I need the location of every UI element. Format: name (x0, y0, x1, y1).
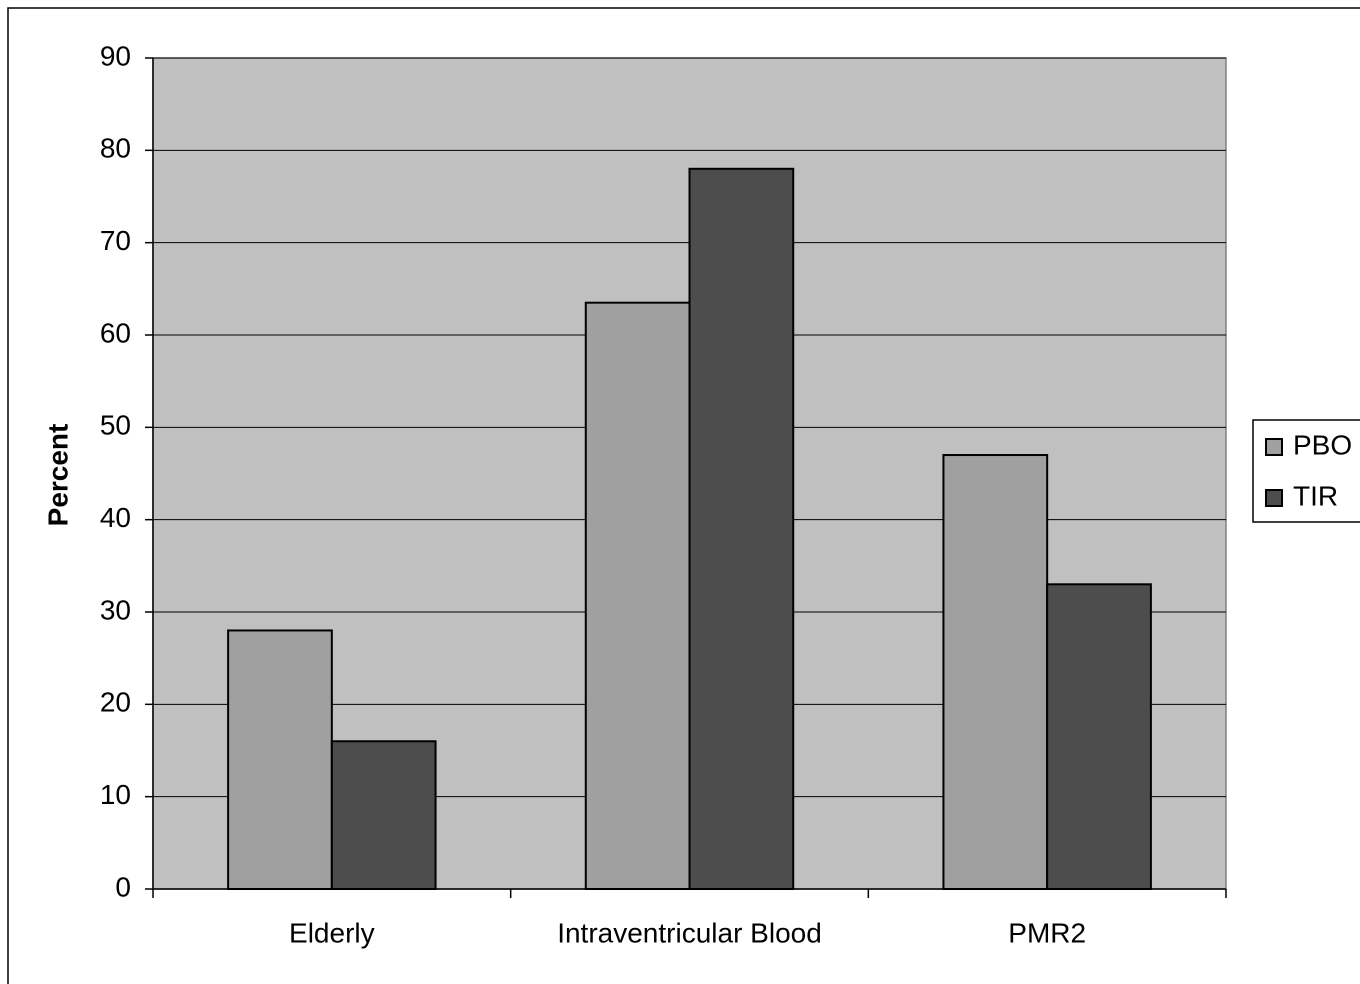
y-tick-label: 90 (100, 40, 131, 71)
y-tick-label: 40 (100, 502, 131, 533)
legend-label: PBO (1293, 429, 1352, 460)
legend-swatch (1265, 489, 1283, 507)
y-tick-label: 20 (100, 687, 131, 718)
y-tick-label: 30 (100, 594, 131, 625)
y-tick-label: 10 (100, 779, 131, 810)
x-tick-label: Intraventricular Blood (557, 917, 822, 948)
y-tick-label: 70 (100, 225, 131, 256)
bar (942, 454, 1049, 890)
x-tick-label: PMR2 (1008, 917, 1086, 948)
y-tick-label: 80 (100, 133, 131, 164)
x-tick-label: Elderly (289, 917, 375, 948)
bar (330, 740, 437, 890)
y-tick-label: 50 (100, 410, 131, 441)
bar (227, 629, 333, 890)
legend-label: TIR (1293, 480, 1338, 511)
bar (1046, 583, 1152, 890)
y-tick-label: 60 (100, 317, 131, 348)
bar (584, 301, 691, 890)
y-axis-label: Percent (42, 424, 73, 527)
legend-swatch (1265, 438, 1283, 456)
bar (688, 167, 795, 891)
y-tick-label: 0 (115, 871, 131, 902)
